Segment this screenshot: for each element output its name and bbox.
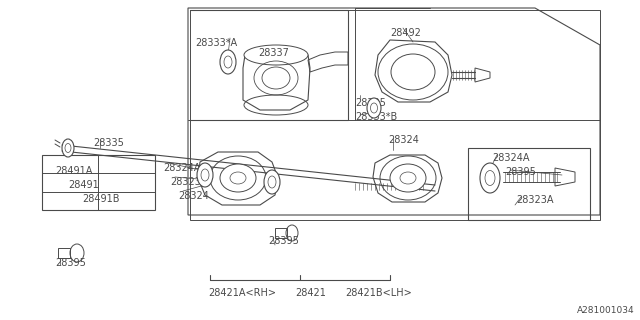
Text: 28492: 28492 [390, 28, 421, 38]
Text: 28324: 28324 [178, 191, 209, 201]
Text: 28421: 28421 [295, 288, 326, 298]
Text: 28491B: 28491B [82, 194, 120, 204]
Text: 28335: 28335 [355, 98, 386, 108]
Text: 28324A: 28324A [492, 153, 529, 163]
Text: 28323: 28323 [170, 177, 201, 187]
Text: 28324: 28324 [388, 135, 419, 145]
Ellipse shape [480, 163, 500, 193]
Text: 28421A<RH>: 28421A<RH> [208, 288, 276, 298]
Text: 28333*A: 28333*A [195, 38, 237, 48]
Ellipse shape [367, 98, 381, 118]
Ellipse shape [220, 50, 236, 74]
Ellipse shape [264, 170, 280, 194]
Text: 28395: 28395 [55, 258, 86, 268]
Text: 28324A: 28324A [163, 163, 200, 173]
Ellipse shape [197, 163, 213, 187]
Text: 28337: 28337 [258, 48, 289, 58]
Ellipse shape [391, 54, 435, 90]
Ellipse shape [262, 67, 290, 89]
Text: 28395: 28395 [505, 167, 536, 177]
Text: 28323A: 28323A [516, 195, 554, 205]
Text: 28491A: 28491A [55, 166, 92, 176]
Ellipse shape [244, 45, 308, 65]
Text: 28333*B: 28333*B [355, 112, 397, 122]
Ellipse shape [220, 164, 256, 192]
Text: 28335: 28335 [93, 138, 124, 148]
Text: 28421B<LH>: 28421B<LH> [345, 288, 412, 298]
Ellipse shape [390, 164, 426, 192]
Text: 28395: 28395 [268, 236, 299, 246]
Text: A281001034: A281001034 [577, 306, 635, 315]
Text: 28491: 28491 [68, 180, 99, 190]
Ellipse shape [62, 139, 74, 157]
